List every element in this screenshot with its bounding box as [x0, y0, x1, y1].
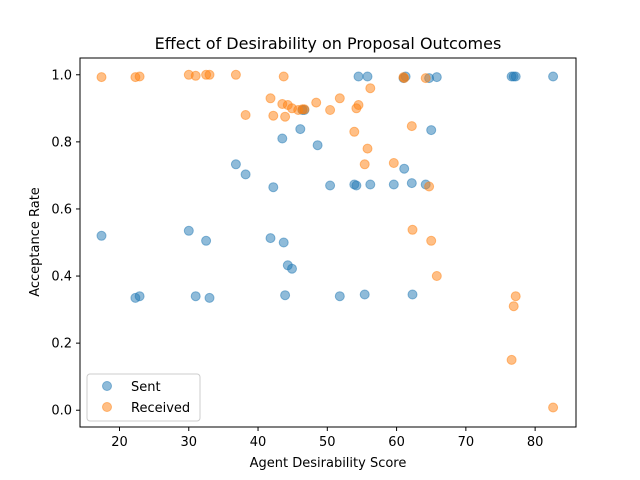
point-sent-21 [334, 291, 345, 302]
point-received-19 [311, 97, 322, 108]
point-received-28 [388, 158, 399, 168]
y-tick-label-5: 1.0 [51, 68, 72, 83]
point-received-38 [508, 301, 519, 312]
point-sent-24 [353, 71, 364, 82]
point-received-34 [424, 181, 435, 192]
point-sent-23 [351, 180, 362, 191]
point-sent-13 [280, 290, 291, 301]
point-received-2 [134, 71, 145, 82]
point-received-36 [431, 271, 442, 281]
point-received-6 [204, 69, 215, 80]
legend-label-sent: Sent [131, 380, 161, 395]
y-axis-label: Acceptance Rate [28, 187, 43, 297]
point-received-33 [420, 73, 431, 84]
x-axis-ticks: 20 30 40 50 60 70 80 [111, 427, 543, 450]
point-sent-4 [190, 291, 201, 302]
point-sent-30 [399, 163, 410, 174]
x-tick-label-80: 80 [527, 435, 544, 450]
y-axis-ticks: 0.0 0.2 0.4 0.6 0.8 1.0 [51, 68, 80, 419]
x-tick-label-20: 20 [111, 435, 128, 450]
point-received-0 [96, 72, 107, 83]
point-received-25 [359, 159, 370, 170]
point-sent-32 [406, 178, 417, 189]
point-received-37 [506, 354, 517, 365]
legend-marker-received [102, 402, 112, 412]
y-tick-label-3: 0.6 [51, 202, 72, 217]
point-sent-36 [426, 125, 437, 136]
point-received-13 [280, 111, 291, 122]
point-sent-11 [277, 133, 288, 144]
legend-label-received: Received [131, 401, 190, 416]
point-sent-20 [325, 180, 336, 191]
point-received-24 [353, 100, 364, 110]
point-received-26 [362, 143, 373, 154]
point-received-18 [299, 104, 310, 115]
point-sent-15 [287, 263, 297, 274]
point-sent-28 [388, 179, 399, 190]
point-received-35 [426, 235, 437, 246]
point-received-27 [365, 83, 376, 94]
point-sent-5 [201, 235, 212, 246]
x-tick-label-50: 50 [319, 435, 336, 450]
x-tick-label-60: 60 [388, 435, 405, 450]
point-received-7 [230, 69, 241, 80]
point-sent-25 [359, 289, 370, 300]
y-tick-label-0: 0.0 [51, 404, 72, 419]
point-sent-41 [548, 71, 559, 82]
point-sent-40 [510, 71, 521, 82]
point-sent-6 [204, 292, 215, 303]
legend-marker-sent [102, 381, 112, 391]
point-sent-12 [278, 237, 289, 248]
point-received-21 [334, 93, 345, 104]
point-sent-0 [96, 230, 107, 241]
x-tick-label-30: 30 [180, 435, 197, 450]
legend-box [86, 373, 201, 422]
x-axis-label: Agent Desirability Score [250, 456, 407, 471]
point-received-9 [265, 93, 276, 104]
point-sent-3 [183, 225, 194, 236]
point-received-10 [268, 110, 279, 121]
y-tick-label-4: 0.8 [51, 135, 72, 150]
point-received-4 [190, 70, 201, 81]
point-sent-10 [268, 182, 279, 193]
point-sent-27 [365, 179, 376, 190]
point-received-20 [325, 105, 336, 115]
point-received-39 [510, 291, 521, 302]
point-sent-19 [312, 140, 323, 151]
point-received-8 [240, 110, 251, 120]
x-tick-label-40: 40 [250, 435, 267, 450]
point-received-31 [406, 121, 417, 132]
point-sent-7 [230, 159, 241, 170]
point-sent-33 [407, 289, 418, 300]
point-sent-8 [240, 169, 251, 180]
point-sent-9 [265, 233, 276, 244]
y-tick-label-1: 0.2 [51, 337, 72, 352]
plot-frame [79, 57, 577, 428]
point-received-30 [399, 73, 410, 84]
point-sent-2 [134, 291, 145, 302]
point-received-22 [349, 126, 360, 137]
point-received-32 [407, 224, 418, 235]
point-sent-16 [295, 124, 306, 135]
chart-title: Effect of Desirability on Proposal Outco… [155, 34, 502, 53]
y-tick-label-2: 0.4 [51, 270, 72, 285]
plot-points [96, 69, 559, 413]
point-received-40 [548, 402, 559, 413]
point-sent-37 [431, 72, 442, 83]
point-sent-26 [362, 71, 373, 82]
x-tick-label-70: 70 [458, 435, 475, 450]
point-received-12 [278, 71, 289, 82]
legend: Sent Received [86, 373, 201, 422]
